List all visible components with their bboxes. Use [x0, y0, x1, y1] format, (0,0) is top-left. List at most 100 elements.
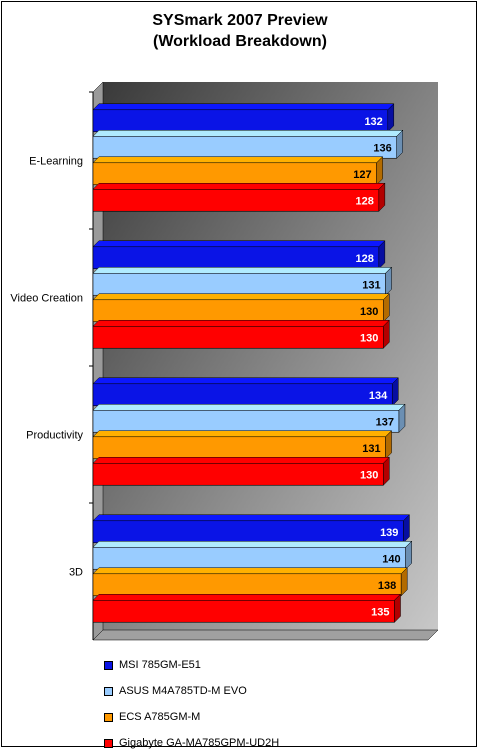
bar — [92, 540, 413, 570]
bar-end — [378, 240, 386, 270]
bar — [92, 156, 384, 186]
data-label: 136 — [373, 142, 391, 154]
bar-top — [92, 594, 402, 601]
data-label: 139 — [380, 527, 398, 539]
bar-end — [398, 403, 406, 433]
bar — [92, 514, 411, 544]
legend-label: ECS A785GM-M — [119, 711, 201, 723]
legend-label: Gigabyte GA-MA785GPM-UD2H — [119, 737, 280, 749]
chart-frame — [1, 1, 477, 747]
bar-top — [92, 183, 386, 190]
data-label: 130 — [360, 306, 378, 318]
bar-face — [92, 246, 380, 270]
bar-end — [400, 567, 408, 597]
data-label: 140 — [382, 553, 400, 565]
bar-top — [92, 156, 384, 163]
bar-end — [387, 103, 395, 133]
bar-end — [403, 514, 410, 544]
data-label: 128 — [356, 195, 374, 207]
bar-face — [92, 573, 402, 597]
bar-face — [92, 520, 404, 544]
bar — [92, 430, 393, 460]
legend-swatch — [104, 738, 113, 748]
bar-end — [392, 377, 399, 407]
bar-end — [378, 182, 386, 212]
chart-subtitle: (Workload Breakdown) — [153, 33, 327, 50]
bar-top — [92, 377, 399, 384]
bar-end — [385, 266, 392, 296]
bar — [92, 593, 402, 623]
bar-face — [92, 599, 395, 623]
bar-face — [92, 188, 380, 212]
bar — [92, 403, 406, 433]
bar-top — [92, 567, 408, 574]
legend-item: MSI 785GM-E51 — [104, 652, 279, 678]
legend-label: MSI 785GM-E51 — [119, 659, 201, 671]
bar — [92, 129, 404, 159]
data-label: 130 — [360, 332, 378, 344]
legend-swatch — [104, 660, 113, 670]
bar — [92, 319, 390, 349]
data-label: 131 — [362, 279, 380, 291]
bar-face — [92, 462, 384, 486]
bar — [92, 103, 395, 133]
bar-face — [92, 325, 384, 349]
bar — [92, 377, 399, 407]
bar-top — [92, 320, 390, 327]
data-label: 128 — [356, 253, 374, 265]
bar — [92, 182, 386, 212]
legend-swatch — [104, 712, 113, 722]
y-tick-label-3d: 3D — [69, 567, 83, 579]
legend-swatch — [104, 686, 113, 696]
legend-item: Gigabyte GA-MA785GPM-UD2H — [104, 730, 279, 756]
bar-end — [383, 293, 390, 323]
plot-floor — [92, 629, 439, 641]
bar-end — [383, 456, 390, 486]
bar-face — [92, 546, 406, 570]
bar-top — [92, 267, 393, 274]
bar — [92, 240, 386, 270]
bar-top — [92, 541, 413, 548]
bar-face — [92, 383, 393, 407]
bar-top — [92, 404, 406, 411]
bar-face — [92, 299, 384, 323]
data-label: 138 — [378, 580, 396, 592]
bar-top — [92, 240, 386, 247]
bar — [92, 266, 393, 296]
bar-face — [92, 409, 400, 433]
bar-top — [92, 430, 393, 437]
legend-item: ASUS M4A785TD-M EVO — [104, 678, 279, 704]
bar — [92, 456, 390, 486]
bar-end — [376, 156, 383, 186]
bar-end — [394, 593, 401, 623]
bar-face — [92, 135, 398, 159]
data-label: 132 — [364, 116, 382, 128]
y-tick-label-e-learning: E-Learning — [29, 156, 83, 168]
bar-top — [92, 514, 411, 521]
data-label: 134 — [369, 390, 388, 402]
legend-item: ECS A785GM-M — [104, 704, 279, 730]
bar-top — [92, 130, 404, 137]
bar-face — [92, 109, 389, 133]
bar-top — [92, 103, 395, 110]
data-label: 131 — [362, 443, 380, 455]
data-label: 130 — [360, 469, 378, 481]
data-label: 127 — [353, 169, 371, 181]
data-label: 137 — [376, 416, 394, 428]
y-tick-label-video-creation: Video Creation — [10, 293, 83, 305]
bar-top — [92, 457, 390, 464]
bar-chart: E-Learning 132 136 127 128 Video Creation 128 1… — [10, 81, 439, 641]
bar-end — [396, 129, 403, 159]
bar — [92, 293, 390, 323]
data-label: 135 — [371, 606, 389, 618]
bar-end — [405, 540, 412, 570]
chart-legend: MSI 785GM-E51 ASUS M4A785TD-M EVO ECS A785… — [104, 652, 279, 756]
y-tick-label-productivity: Productivity — [26, 430, 83, 442]
bar-face — [92, 162, 377, 186]
bar-top — [92, 293, 390, 300]
bar-face — [92, 272, 386, 296]
legend-label: ASUS M4A785TD-M EVO — [119, 685, 247, 697]
chart-title: SYSmark 2007 Preview — [152, 12, 328, 29]
bar-face — [92, 436, 386, 460]
bar-end — [383, 319, 390, 349]
